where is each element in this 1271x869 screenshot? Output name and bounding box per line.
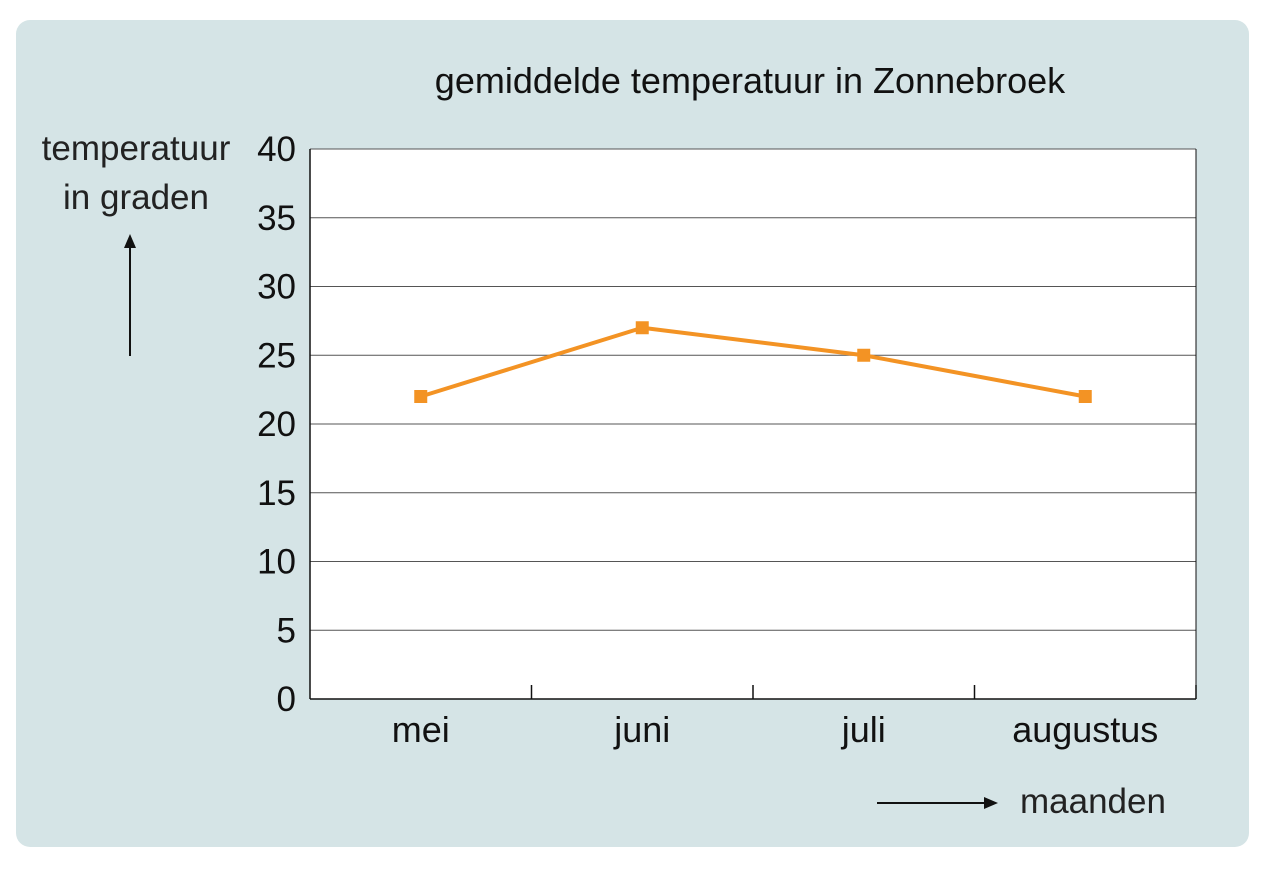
series-temperature	[414, 321, 1092, 403]
y-tick-label-15: 15	[257, 474, 296, 513]
x-category-label-augustus: augustus	[1012, 709, 1158, 750]
x-category-labels: mei juni juli augustus	[392, 709, 1159, 750]
y-axis-label-line-2: in graden	[63, 178, 209, 217]
y-tick-labels: 0 5 10 15 20 25 30 35 40	[257, 130, 296, 719]
x-axis-label: maanden	[1020, 782, 1166, 821]
y-tick-label-25: 25	[257, 336, 296, 375]
y-axis-arrow-icon	[124, 234, 136, 356]
data-point-juni	[635, 321, 649, 335]
x-axis-arrow-icon	[877, 797, 998, 809]
y-tick-label-10: 10	[257, 543, 296, 582]
x-category-label-juni: juni	[613, 709, 670, 750]
y-tick-label-0: 0	[277, 680, 296, 719]
y-tick-label-30: 30	[257, 268, 296, 307]
x-category-label-mei: mei	[392, 709, 450, 750]
y-tick-label-35: 35	[257, 199, 296, 238]
x-ticks	[530, 685, 1197, 699]
chart-title: gemiddelde temperatuur in Zonnebroek	[435, 60, 1066, 101]
y-tick-label-5: 5	[277, 611, 296, 650]
y-tick-label-40: 40	[257, 130, 296, 169]
data-point-juli	[857, 348, 871, 362]
y-axis-label-line-1: temperatuur	[42, 129, 231, 168]
data-point-mei	[414, 390, 428, 403]
series-line	[420, 325, 1086, 399]
y-tick-label-20: 20	[257, 405, 296, 444]
data-point-augustus	[1078, 390, 1092, 403]
gridlines	[310, 148, 1196, 631]
x-category-label-juli: juli	[841, 709, 886, 750]
